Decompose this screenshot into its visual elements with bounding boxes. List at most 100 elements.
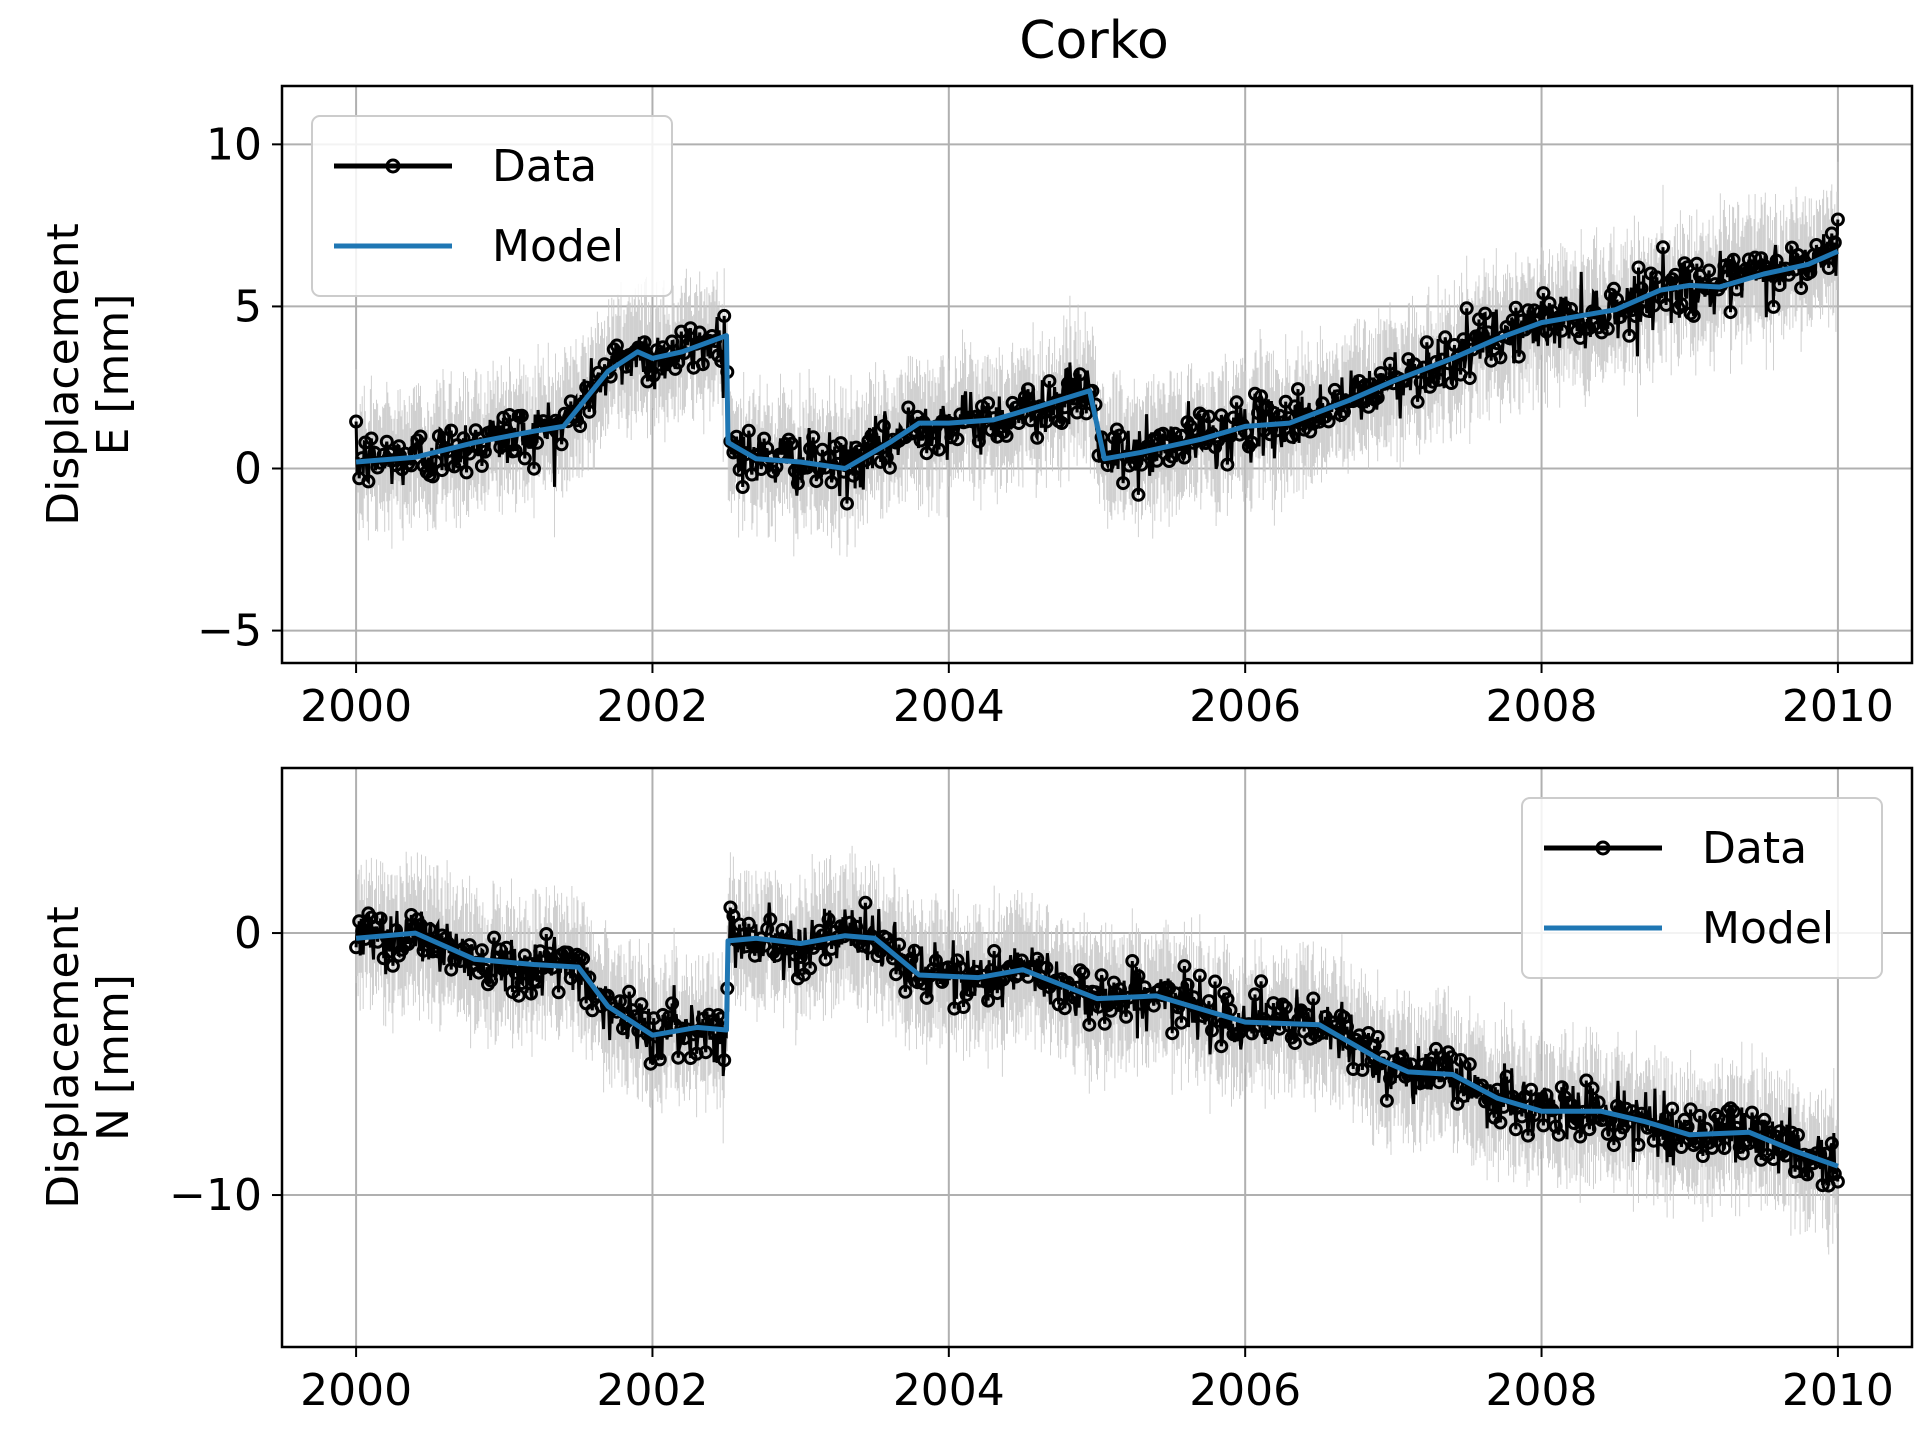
legend: Data Model <box>311 115 673 297</box>
y-tick-label: −10 <box>169 1170 262 1221</box>
data-point <box>1702 263 1717 278</box>
data-point <box>1674 1140 1689 1154</box>
data-point <box>1735 1146 1750 1161</box>
data-point <box>364 431 379 446</box>
data-point <box>444 423 459 438</box>
x-tick-label: 2010 <box>1782 681 1894 732</box>
data-point <box>1370 390 1385 405</box>
data-point <box>517 451 532 466</box>
data-point <box>1134 457 1149 472</box>
data-point <box>947 1001 962 1016</box>
data-point <box>1254 389 1269 404</box>
data-point <box>793 950 808 964</box>
data-point <box>665 996 680 1011</box>
data-point <box>981 396 996 411</box>
legend-data-marker <box>1595 840 1611 856</box>
data-point <box>1536 286 1551 301</box>
data-point <box>1686 308 1701 323</box>
data-point <box>1208 974 1223 989</box>
data-point <box>637 335 652 350</box>
data-point <box>898 984 913 999</box>
data-point <box>1177 959 1192 974</box>
data-point <box>821 912 836 927</box>
data-point <box>1490 1082 1505 1097</box>
data-point <box>646 368 661 383</box>
data-point <box>735 480 750 494</box>
y-axis-label-line1: Displacement <box>38 223 89 525</box>
x-tick-label: 2010 <box>1782 1365 1894 1416</box>
data-point <box>1462 1057 1477 1072</box>
data-point <box>1622 328 1637 343</box>
y-axis-label-line1: Displacement <box>38 906 89 1208</box>
data-point <box>554 437 569 452</box>
y-axis-label-line2: N [mm] <box>88 974 139 1141</box>
data-point <box>1757 1112 1772 1127</box>
data-point <box>1723 305 1738 320</box>
data-point <box>729 429 744 444</box>
data-point <box>373 911 388 926</box>
plot-area <box>349 845 1845 1255</box>
data-point <box>563 394 578 409</box>
y-tick-label: 10 <box>206 119 262 170</box>
data-point <box>1827 1166 1842 1181</box>
data-point <box>1229 395 1244 410</box>
data-point <box>904 951 919 966</box>
data-point <box>1125 954 1140 968</box>
data-point <box>1459 301 1474 316</box>
data-point <box>453 455 468 470</box>
data-point <box>1214 1039 1229 1054</box>
data-point <box>790 476 805 491</box>
data-point <box>487 930 502 945</box>
data-point <box>1039 960 1054 975</box>
y-tick-label: 5 <box>234 281 262 332</box>
data-point <box>474 943 489 958</box>
data-point <box>763 912 778 927</box>
data-point <box>1794 281 1809 296</box>
data-point <box>999 428 1014 443</box>
data-point <box>818 952 833 967</box>
data-point <box>741 423 756 438</box>
x-tick-label: 2004 <box>893 1365 1005 1416</box>
legend-model-label: Model <box>492 221 624 272</box>
data-point <box>1591 1095 1606 1110</box>
data-point <box>477 962 492 977</box>
data-point <box>1499 1069 1514 1084</box>
data-point <box>913 433 928 448</box>
legend-data-label: Data <box>492 141 597 192</box>
data-point <box>1195 409 1210 423</box>
data-point <box>1748 250 1763 265</box>
data-point <box>846 468 861 483</box>
data-point <box>1248 987 1262 1002</box>
data-point <box>514 408 529 423</box>
data-point <box>928 953 943 968</box>
data-point <box>1745 1105 1759 1120</box>
data-point <box>1656 240 1670 255</box>
data-point <box>889 967 903 982</box>
data-point <box>1297 422 1312 437</box>
data-point <box>932 442 946 457</box>
data-point <box>563 971 578 986</box>
data-point <box>1766 299 1781 314</box>
data-point <box>1073 963 1088 978</box>
data-point <box>1057 1001 1072 1016</box>
data-point <box>1275 997 1290 1012</box>
data-point <box>1778 1148 1793 1163</box>
data-point <box>1413 1076 1428 1091</box>
data-point <box>1662 1137 1677 1152</box>
legend-model-label: Model <box>1702 903 1834 954</box>
axes-frame <box>280 84 1914 665</box>
data-point <box>1379 1093 1394 1108</box>
data-point <box>1082 1017 1097 1032</box>
data-point <box>1505 313 1520 328</box>
data-point <box>1686 1138 1701 1153</box>
data-point <box>1254 974 1269 989</box>
data-point <box>741 916 756 931</box>
x-tick-label: 2002 <box>596 1365 708 1416</box>
axes-frame <box>280 766 1914 1349</box>
data-point <box>1631 1137 1646 1152</box>
data-point <box>551 985 566 1000</box>
data-point <box>907 943 922 958</box>
data-point <box>717 1053 732 1068</box>
data-point <box>1720 1104 1735 1118</box>
x-tick-label: 2002 <box>596 681 708 732</box>
